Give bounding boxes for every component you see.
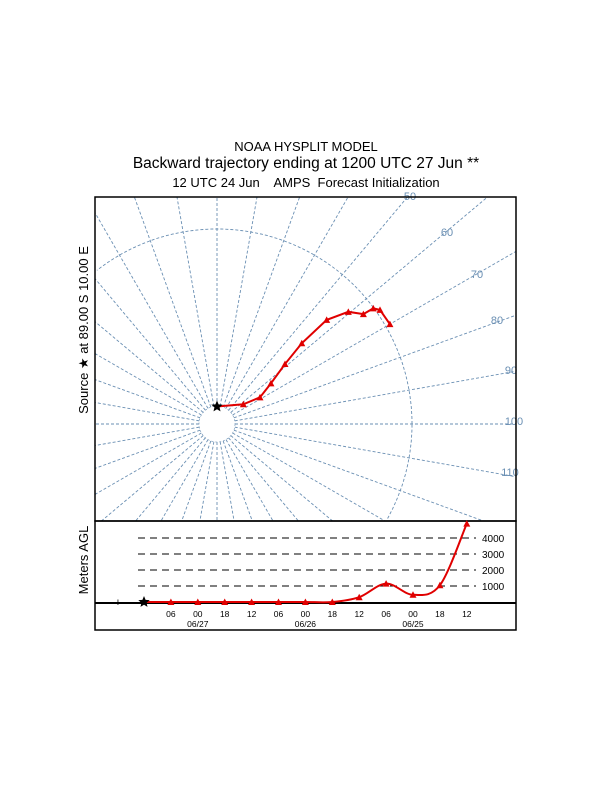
trajectory-marker [256,393,264,401]
meridian-line [230,435,333,521]
height-marker [328,598,336,605]
plus-marker-icon: + [115,597,121,609]
meridian-line [95,426,200,446]
time-tick-label: 06 [381,609,391,619]
meridian-line [135,437,206,521]
time-tick-label: 18 [220,609,230,619]
height-panel: 1000 2000 3000 4000 06 00 18 12 06 00 18 12 06 00 18 12… [95,520,516,629]
meridian-line [233,314,516,419]
time-tick-label: 12 [462,609,472,619]
trajectory-marker [323,316,331,323]
meridian-line [222,197,301,408]
height-marker [355,593,363,601]
height-marker [463,520,471,527]
date-label: 06/25 [402,619,424,629]
date-label: 06/26 [295,619,317,629]
height-marker [248,598,256,605]
date-label: 06/27 [187,619,209,629]
meridian-line [219,441,235,521]
meridian-label: 60 [441,227,453,239]
meridian-line [234,370,516,422]
time-tick-label: 00 [193,609,203,619]
trajectory-marker [298,339,306,347]
height-frame [94,520,517,631]
height-line [143,523,468,604]
meridian-label: 110 [501,467,519,479]
meridian-line [233,429,484,521]
meridian-line [133,197,212,408]
trajectory-marker [239,400,247,408]
meridian-line [230,197,488,413]
pole-circle [198,405,236,443]
height-marker [301,598,309,605]
meridian-line [95,432,202,495]
time-tick-label: 06 [274,609,284,619]
trajectory-marker [359,310,367,318]
meridian-line [199,441,215,521]
meridian-line [232,250,516,416]
map-panel [95,197,516,521]
time-tick-label: 18 [328,609,338,619]
meridian-label: 90 [505,365,517,377]
source-star-icon [211,400,223,412]
meridian-line [160,439,209,521]
meridian-line [228,437,299,521]
height-axis-label: Meters AGL [76,526,91,595]
height-marker [194,598,202,605]
height-start-star-icon [138,596,150,607]
height-tick-label: 4000 [482,534,505,545]
time-tick-label: 12 [247,609,257,619]
meridian-line [219,197,258,407]
meridian-line [101,435,204,521]
meridian-label: 80 [491,315,503,327]
chart-title: NOAA HYSPLIT MODEL [234,139,378,154]
height-marker [167,598,175,605]
height-marker [221,598,229,605]
chart-subtitle: Backward trajectory ending at 1200 UTC 2… [132,155,480,172]
meridian-line [228,197,408,411]
trajectory-marker [344,308,352,315]
meridian-line [95,353,202,416]
meridian-line [222,440,253,521]
time-tick-label: 12 [354,609,364,619]
meridian-line [225,439,274,521]
time-tick-label: 00 [408,609,418,619]
time-tick-label: 06 [166,609,176,619]
meridian-line [95,402,200,422]
trajectory-marker [376,306,384,313]
source-label: Source ★ at 89.00 S 10.00 E [76,246,91,414]
time-tick-label: 18 [435,609,445,619]
meridian-line [95,429,201,469]
trajectory-marker [386,320,394,328]
height-marker [382,580,390,587]
height-marker [275,598,282,605]
trajectory-line [216,307,391,408]
meridian-line [95,379,201,419]
height-tick-label: 3000 [482,550,505,561]
chart-subtitle-2: 12 UTC 24 Jun AMPS Forecast Initializati… [172,175,440,190]
meridian-line [95,212,209,409]
height-tick-label: 1000 [482,582,505,593]
height-tick-label: 2000 [482,566,505,577]
height-marker [409,591,417,598]
height-marker [436,581,444,589]
meridian-line [234,426,516,478]
meridian-line [232,432,386,521]
trajectory-marker [267,379,275,387]
latitude-circle [96,228,413,519]
meridian-line [95,321,204,413]
meridian-line [95,278,206,411]
trajectory-marker [281,360,289,368]
time-tick-label: 00 [301,609,311,619]
meridian-line [181,440,212,521]
meridian-label: 70 [471,269,483,281]
meridian-line [176,197,215,407]
trajectory-marker [369,304,377,312]
meridian-label: 100 [505,416,523,428]
meridian-line [225,197,349,409]
map-frame [94,196,517,522]
